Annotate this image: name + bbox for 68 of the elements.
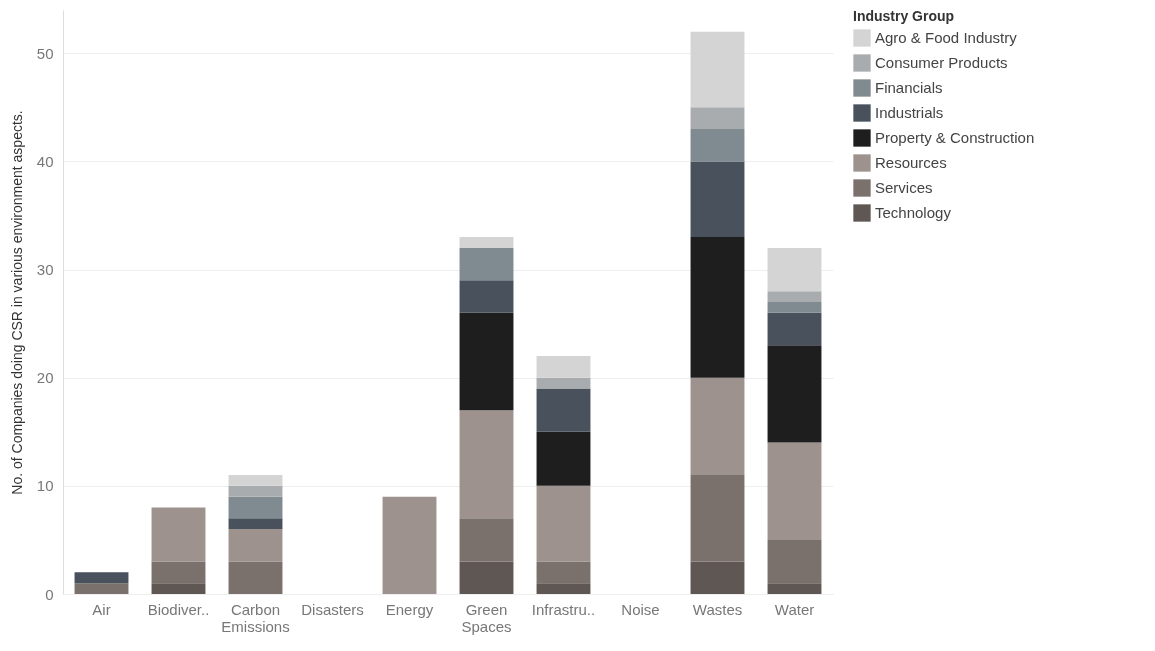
x-tick-label: Disasters [301,600,364,618]
bar [151,507,206,562]
legend-label: Services [875,179,933,196]
bar [459,518,514,562]
bar [767,312,822,346]
bar [459,561,514,594]
bar [74,572,129,584]
x-tick-label: Wastes [692,600,743,618]
bar [228,518,283,530]
bar [536,561,591,584]
bar [228,561,283,594]
legend-label: Resources [875,154,947,171]
bar [690,128,745,162]
y-tick-label: 30 [36,261,54,279]
bar [690,161,745,238]
bar [459,280,514,313]
y-tick-label: 40 [36,152,54,170]
bar [74,583,129,594]
bar [690,107,745,129]
legend-label: Consumer Products [875,54,1008,71]
x-tick-label: Green Spaces [461,600,512,635]
bar [228,529,283,562]
bar [382,496,437,594]
y-tick-label: 10 [36,477,54,495]
bar [536,377,591,389]
legend-label: Industrials [875,104,944,121]
bar [690,377,745,476]
bar [767,302,822,313]
legend-label: Technology [875,204,952,221]
bar [536,485,591,562]
x-tick-label: Carbon Emissions [221,600,290,635]
bar [228,485,283,497]
x-tick-label: Air [92,600,111,618]
bar [767,583,822,594]
bar [536,388,591,432]
y-tick-label: 0 [45,585,54,603]
legend-label: Agro & Food Industry [875,29,1018,46]
bar [459,247,514,281]
x-tick-label: Energy [385,600,434,618]
y-tick-label: 50 [36,44,54,62]
bar [767,247,822,292]
x-tick-label: Infrastru.. [531,600,596,618]
bar [536,583,591,594]
x-tick-label: Water [774,600,815,618]
bar [459,410,514,519]
bar [536,431,591,486]
bar [536,356,591,378]
bar [767,539,822,584]
y-axis-title: No. of Companies doing CSR in various environment aspects. [8,110,25,495]
bar [767,442,822,540]
bar [228,496,283,519]
x-tick-label: Biodiver.. [147,600,210,618]
bar [690,475,745,562]
bar [690,561,745,594]
bar [767,345,822,443]
bar [690,31,745,108]
y-tick-label: 20 [36,369,54,387]
legend-title: Industry Group [853,8,955,24]
bar [151,561,206,584]
legend-label: Financials [875,79,943,96]
legend-label: Property & Construction [875,129,1035,146]
bar [459,237,514,248]
bar [459,312,514,411]
bar [228,475,283,486]
x-tick-label: Noise [621,600,660,618]
bar [690,237,745,378]
bar [151,583,206,594]
bar [767,291,822,302]
